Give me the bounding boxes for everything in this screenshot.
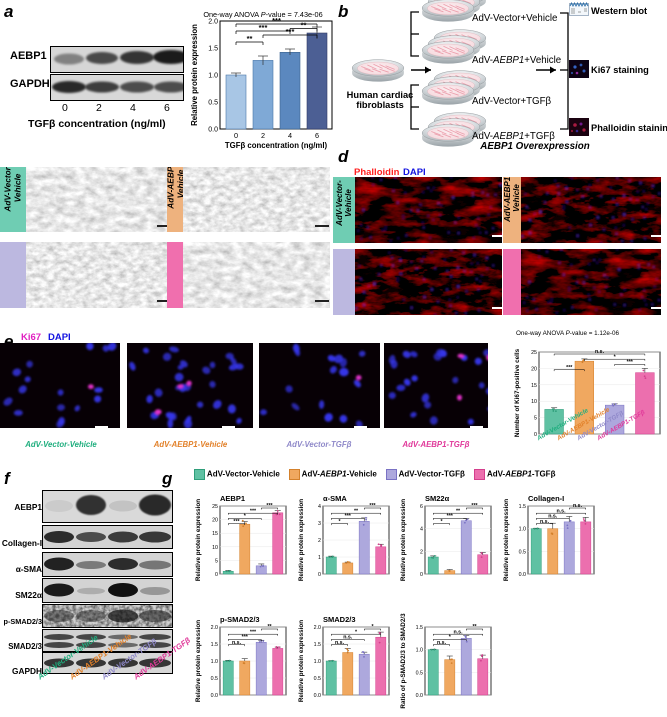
svg-text:1.0: 1.0 [416, 648, 423, 654]
svg-text:Relative protein expression: Relative protein expression [195, 499, 202, 581]
svg-text:5: 5 [215, 558, 218, 564]
svg-text:***: *** [250, 508, 257, 514]
svg-text:0.0: 0.0 [519, 572, 526, 578]
svg-text:n.s.: n.s. [232, 640, 242, 646]
svg-text:α-SMA: α-SMA [323, 494, 347, 503]
svg-text:0: 0 [215, 572, 218, 578]
svg-text:0: 0 [234, 131, 238, 140]
svg-text:**: ** [247, 34, 253, 43]
svg-text:TGFβ concentration (ng/ml): TGFβ concentration (ng/ml) [225, 141, 328, 150]
svg-text:***: *** [369, 503, 376, 509]
svg-text:n.s.: n.s. [540, 519, 550, 525]
svg-text:25: 25 [531, 350, 537, 356]
svg-text:***: *** [471, 503, 478, 509]
svg-text:1.5: 1.5 [314, 642, 321, 648]
svg-text:1.0: 1.0 [208, 73, 218, 80]
svg-text:1.5: 1.5 [211, 642, 218, 648]
svg-text:n.s.: n.s. [437, 640, 447, 646]
svg-text:Number of Ki67-positive cells: Number of Ki67-positive cells [514, 348, 521, 437]
svg-text:20: 20 [531, 366, 537, 372]
svg-text:Relative protein expression: Relative protein expression [503, 499, 510, 581]
svg-text:n.s.: n.s. [453, 629, 463, 635]
svg-text:n.s.: n.s. [548, 514, 558, 520]
svg-text:***: *** [233, 519, 240, 525]
svg-text:2.0: 2.0 [211, 625, 218, 631]
svg-text:0: 0 [420, 572, 423, 578]
svg-text:***: *** [627, 360, 634, 366]
svg-text:4: 4 [420, 527, 423, 533]
svg-text:One-way ANOVA P-value = 7.43e-: One-way ANOVA P-value = 7.43e-06 [203, 10, 322, 19]
svg-text:2.0: 2.0 [314, 625, 321, 631]
svg-text:1.5: 1.5 [519, 504, 526, 510]
svg-text:1.0: 1.0 [519, 527, 526, 533]
svg-text:Collagen-I: Collagen-I [528, 494, 564, 503]
svg-text:0.5: 0.5 [211, 676, 218, 682]
svg-text:1: 1 [318, 555, 321, 561]
svg-text:2: 2 [420, 549, 423, 555]
svg-text:10: 10 [531, 399, 537, 405]
svg-text:***: *** [447, 514, 454, 520]
svg-text:6: 6 [315, 131, 319, 140]
svg-text:3: 3 [318, 521, 321, 527]
svg-text:p-SMAD2/3: p-SMAD2/3 [220, 615, 260, 624]
svg-text:Ratio of p-SMAD2/3 to SMAD2/3: Ratio of p-SMAD2/3 to SMAD2/3 [400, 613, 407, 709]
svg-text:1.5: 1.5 [208, 46, 218, 53]
svg-text:1.0: 1.0 [211, 659, 218, 665]
svg-text:***: *** [242, 635, 249, 641]
svg-text:0.5: 0.5 [208, 100, 218, 107]
svg-text:15: 15 [212, 531, 218, 537]
svg-text:***: *** [286, 27, 295, 36]
svg-text:5: 5 [534, 416, 537, 422]
svg-text:25: 25 [212, 504, 218, 510]
svg-text:***: *** [266, 503, 273, 509]
svg-text:n.s.: n.s. [343, 635, 353, 641]
svg-text:0.0: 0.0 [211, 693, 218, 699]
svg-text:0.5: 0.5 [416, 670, 423, 676]
svg-text:***: *** [250, 629, 257, 635]
svg-text:2.0: 2.0 [208, 19, 218, 26]
svg-text:***: *** [345, 514, 352, 520]
svg-text:0.5: 0.5 [519, 549, 526, 555]
svg-text:20: 20 [212, 518, 218, 524]
svg-text:Relative protein expression: Relative protein expression [298, 499, 305, 581]
svg-text:1.0: 1.0 [314, 659, 321, 665]
svg-text:2: 2 [261, 131, 265, 140]
svg-text:SMAD2/3: SMAD2/3 [323, 615, 356, 624]
svg-text:2: 2 [318, 538, 321, 544]
svg-text:15: 15 [531, 383, 537, 389]
svg-text:1.5: 1.5 [416, 625, 423, 631]
svg-text:Relative protein expression: Relative protein expression [195, 620, 202, 702]
svg-text:4: 4 [288, 131, 292, 140]
svg-text:n.s.: n.s. [573, 503, 583, 509]
svg-text:n.s.: n.s. [335, 640, 345, 646]
svg-text:4: 4 [318, 504, 321, 510]
svg-text:AEBP1: AEBP1 [220, 494, 245, 503]
svg-text:***: *** [566, 365, 573, 371]
svg-text:0: 0 [318, 572, 321, 578]
svg-text:**: ** [301, 21, 307, 30]
svg-text:6: 6 [420, 504, 423, 510]
svg-text:0.0: 0.0 [416, 693, 423, 699]
svg-text:0.5: 0.5 [314, 676, 321, 682]
svg-text:SM22α: SM22α [425, 494, 450, 503]
svg-text:Relative protein expression: Relative protein expression [190, 24, 199, 126]
svg-text:0.0: 0.0 [208, 127, 218, 134]
svg-text:Relative protein expression: Relative protein expression [298, 620, 305, 702]
svg-text:***: *** [272, 16, 281, 25]
svg-text:10: 10 [212, 545, 218, 551]
svg-text:***: *** [259, 23, 268, 32]
svg-text:n.s.: n.s. [556, 508, 566, 514]
svg-text:0.0: 0.0 [314, 693, 321, 699]
svg-text:n.s.: n.s. [595, 349, 605, 355]
svg-text:Relative protein expression: Relative protein expression [400, 499, 407, 581]
